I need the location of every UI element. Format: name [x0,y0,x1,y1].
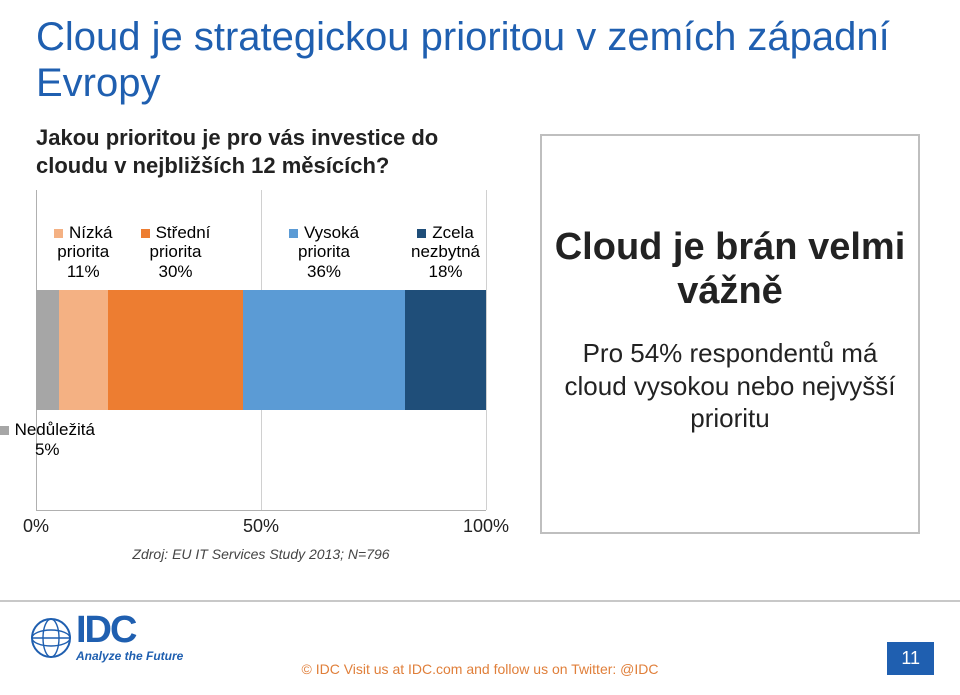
axis-tick-label: 0% [23,516,49,537]
legend-bullet-icon [289,229,298,238]
bar-segment [243,290,405,410]
priority-chart: Nedůležitá5%Nízkápriorita11%Středníprior… [36,190,486,570]
chart-question: Jakou prioritou je pro vás investice do … [36,124,496,179]
axis-tick-label: 50% [243,516,279,537]
bar-segment [108,290,243,410]
page-title: Cloud je strategickou prioritou v zemích… [36,14,920,106]
page-number: 11 [887,642,934,675]
segment-label: Nedůležitá5% [0,420,97,459]
segment-label: Zcelanezbytná18% [396,223,496,282]
footer-copyright: © IDC Visit us at IDC.com and follow us … [0,661,960,677]
logo-text: IDC [76,609,135,652]
bar-segment [36,290,59,410]
insight-box: Cloud je brán velmi vážně Pro 54% respon… [540,134,920,534]
chart-source: Zdroj: EU IT Services Study 2013; N=796 [36,546,486,562]
axis-tick-label: 100% [463,516,509,537]
legend-bullet-icon [0,426,9,435]
insight-heading: Cloud je brán velmi vážně [554,226,906,313]
bar-segment [405,290,486,410]
segment-label: Nízkápriorita11% [33,223,133,282]
slide: Cloud je strategickou prioritou v zemích… [0,0,960,695]
legend-bullet-icon [54,229,63,238]
segment-label: Střednípriorita30% [126,223,226,282]
footer-divider [0,600,960,602]
chart-plot: Nedůležitá5%Nízkápriorita11%Středníprior… [36,190,486,511]
legend-bullet-icon [141,229,150,238]
globe-icon [30,617,72,659]
chart-x-axis: 0%50%100% [36,516,486,540]
segment-label: Vysokápriorita36% [274,223,374,282]
bar-segment [59,290,109,410]
legend-bullet-icon [417,229,426,238]
insight-body: Pro 54% respondentů má cloud vysokou neb… [554,337,906,435]
